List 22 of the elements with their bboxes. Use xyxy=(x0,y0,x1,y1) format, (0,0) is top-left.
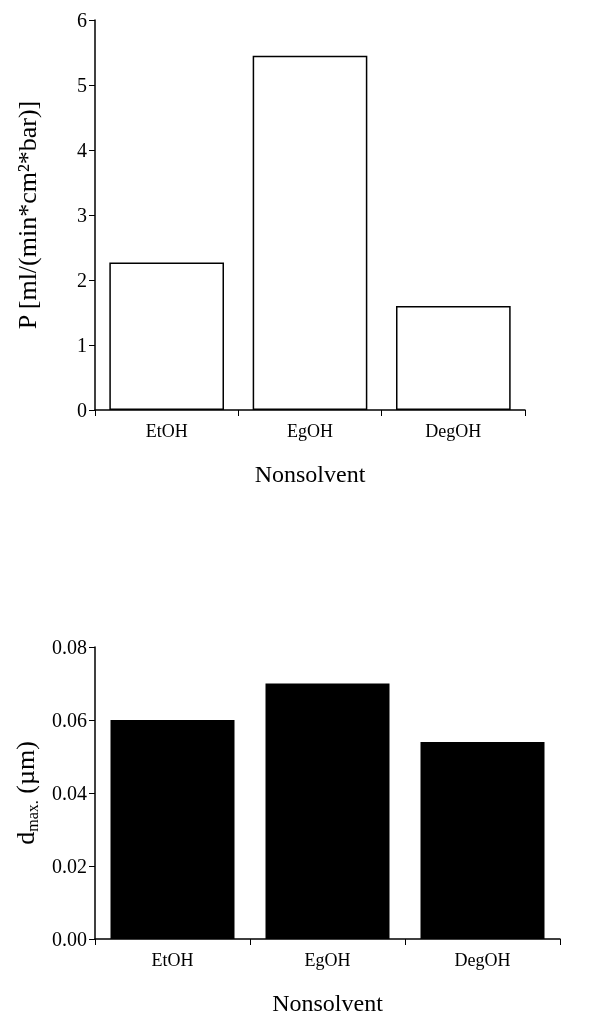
y-tick-label: 0.08 xyxy=(52,636,87,658)
y-tick-label: 4 xyxy=(77,139,87,161)
x-tick-label: EtOH xyxy=(145,421,188,441)
y-axis-title: P [ml/(min*cm²*bar)] xyxy=(12,100,42,330)
y-tick-label: 2 xyxy=(77,269,87,291)
y-tick-label: 0.06 xyxy=(52,709,87,731)
y-tick-label: 1 xyxy=(77,334,87,356)
y-tick-label: 0 xyxy=(77,399,87,421)
x-axis-title: Nonsolvent xyxy=(254,461,366,487)
y-axis-title: dmax. (µm) xyxy=(10,741,41,845)
x-tick-label: EgOH xyxy=(287,421,333,441)
x-axis-title: Nonsolvent xyxy=(272,990,384,1016)
y-tick-label: 6 xyxy=(77,9,87,31)
y-tick-label: 0.04 xyxy=(52,782,87,804)
y-tick-label: 0.00 xyxy=(52,928,87,950)
x-tick-label: DegOH xyxy=(425,421,482,441)
y-tick-label: 3 xyxy=(77,204,87,226)
x-tick-label: EtOH xyxy=(151,950,194,970)
x-tick-label: EgOH xyxy=(304,950,351,970)
y-tick-label: 5 xyxy=(77,74,87,96)
y-tick-label: 0.02 xyxy=(52,855,87,877)
x-tick-label: DegOH xyxy=(454,950,511,970)
